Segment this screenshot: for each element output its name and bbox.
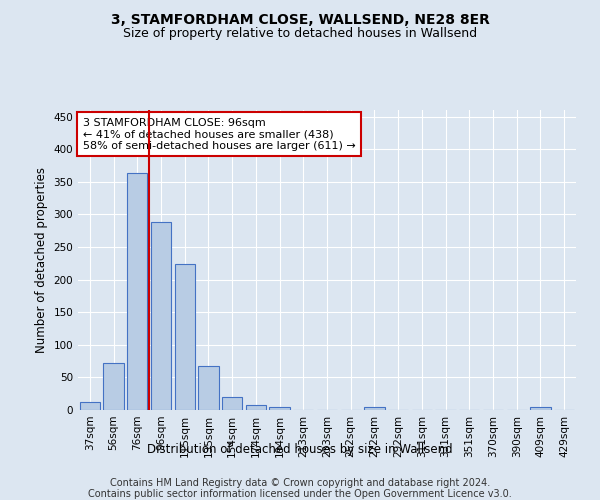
Bar — [364, 408, 385, 410]
Bar — [175, 264, 195, 410]
Text: Contains HM Land Registry data © Crown copyright and database right 2024.: Contains HM Land Registry data © Crown c… — [110, 478, 490, 488]
Bar — [199, 366, 218, 410]
Bar — [530, 408, 551, 410]
Bar — [151, 222, 171, 410]
Bar — [222, 397, 242, 410]
Bar — [246, 406, 266, 410]
Bar — [269, 406, 290, 410]
Text: 3 STAMFORDHAM CLOSE: 96sqm
← 41% of detached houses are smaller (438)
58% of sem: 3 STAMFORDHAM CLOSE: 96sqm ← 41% of deta… — [83, 118, 356, 150]
Text: Distribution of detached houses by size in Wallsend: Distribution of detached houses by size … — [147, 442, 453, 456]
Bar — [103, 363, 124, 410]
Y-axis label: Number of detached properties: Number of detached properties — [35, 167, 48, 353]
Bar — [127, 174, 148, 410]
Text: Size of property relative to detached houses in Wallsend: Size of property relative to detached ho… — [123, 28, 477, 40]
Text: Contains public sector information licensed under the Open Government Licence v3: Contains public sector information licen… — [88, 489, 512, 499]
Text: 3, STAMFORDHAM CLOSE, WALLSEND, NE28 8ER: 3, STAMFORDHAM CLOSE, WALLSEND, NE28 8ER — [110, 12, 490, 26]
Bar — [80, 402, 100, 410]
